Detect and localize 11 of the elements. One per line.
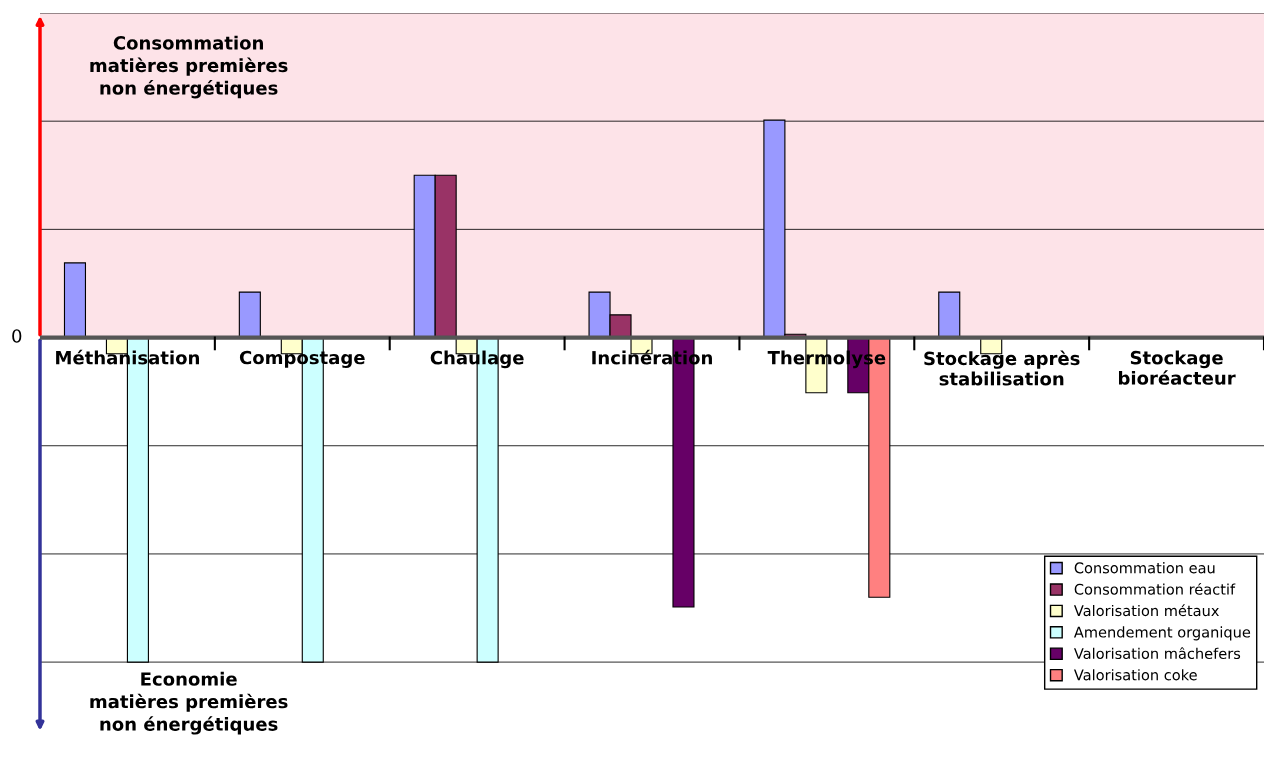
legend-label: Amendement organique bbox=[1073, 626, 1251, 641]
legend-label: Consommation réactif bbox=[1074, 582, 1236, 595]
x-tick-label: Stockage bioréacteur bbox=[1118, 350, 1236, 385]
legend-label: Valorisation coke bbox=[1073, 669, 1197, 681]
text: 0 bbox=[12, 329, 22, 343]
legend-label: Valorisation mâchefers bbox=[1073, 647, 1241, 660]
x-tick-label: Stockage après stabilisation bbox=[924, 350, 1080, 386]
text: Economie matières premières non énergétiques bbox=[90, 671, 288, 735]
legend-label: Consommation eau bbox=[1074, 562, 1215, 574]
legend-label: Valorisation métaux bbox=[1073, 604, 1219, 617]
text: Consommation matières premières non énergétiques bbox=[90, 35, 288, 99]
